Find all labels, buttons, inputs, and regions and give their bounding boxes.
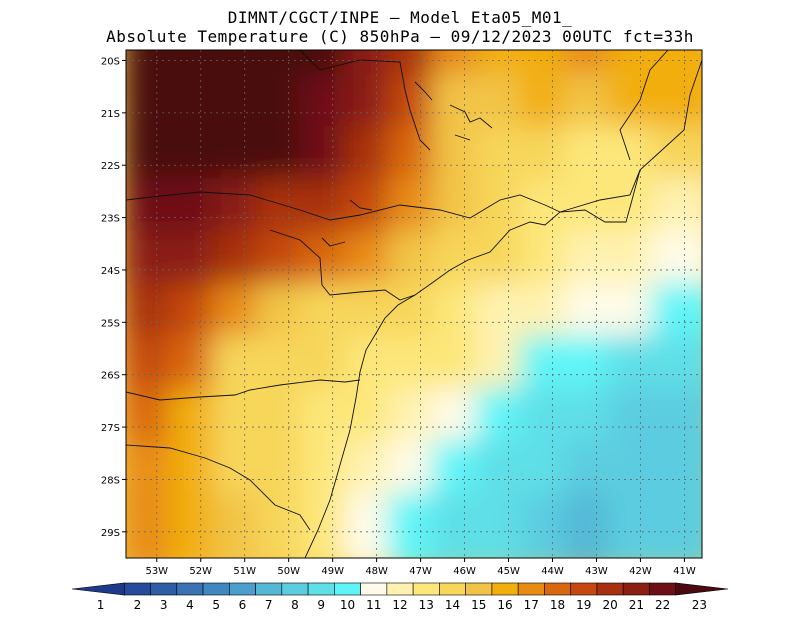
longitude-axis: 53W 52W 51W 50W 49W 48W 47W 46W 45W 44W 43W 42W 41W	[145, 558, 696, 577]
lon-tick-label: 52W	[189, 566, 212, 577]
state-border-pr-sc	[126, 379, 361, 401]
state-border-sp-pr	[269, 229, 416, 301]
colorbar-swatch	[517, 582, 545, 596]
temperature-cell	[651, 492, 702, 558]
colorbar-label: 4	[186, 598, 194, 612]
lon-tick-label: 42W	[629, 566, 652, 577]
colorbar-swatch	[176, 582, 204, 596]
coastline	[304, 59, 702, 558]
colorbar-label: 8	[291, 598, 299, 612]
colorbar-label: 1	[97, 598, 105, 612]
lat-tick-label: 25S	[101, 318, 120, 329]
colorbar-swatch	[386, 582, 414, 596]
lat-tick-label: 29S	[101, 528, 120, 539]
colorbar-swatch	[465, 582, 493, 596]
colorbar-swatch	[544, 582, 571, 596]
colorbar-swatch	[123, 582, 151, 596]
colorbar-label: 15	[471, 598, 486, 612]
lat-tick-label: 28S	[101, 475, 120, 486]
lon-tick-label: 41W	[673, 566, 696, 577]
plot-frame	[125, 49, 703, 559]
colorbar-label: 17	[524, 598, 539, 612]
colorbar-label: 21	[629, 598, 644, 612]
colorbar-swatch	[202, 582, 230, 596]
colorbar-swatch	[622, 582, 650, 596]
lat-lon-grid	[126, 50, 702, 558]
colorbar-swatch	[360, 582, 388, 596]
colorbar-label: 16	[497, 598, 512, 612]
colorbar: 1 2 3 4 5 6 7 8 9 10 11 12 13 14 15 16 17 18 19 20 21 22 23	[71, 582, 729, 612]
colorbar-swatch	[675, 582, 729, 596]
lat-tick-label: 26S	[101, 371, 120, 382]
map-title-line2: Absolute Temperature (C) 850hPa — 09/12/…	[106, 27, 694, 46]
coastline-and-borders	[126, 50, 702, 558]
state-border-mg-rj-es	[559, 50, 669, 213]
colorbar-label: 14	[445, 598, 460, 612]
lat-tick-label: 22S	[101, 161, 120, 172]
colorbar-label: 10	[340, 598, 355, 612]
reservoir	[414, 81, 493, 141]
colorbar-label: 2	[134, 598, 142, 612]
colorbar-label: 7	[265, 598, 273, 612]
lat-tick-label: 23S	[101, 214, 120, 225]
colorbar-swatch	[255, 582, 283, 596]
lon-tick-label: 45W	[497, 566, 520, 577]
colorbar-swatch	[334, 582, 361, 596]
colorbar-label: 3	[160, 598, 168, 612]
lon-tick-label: 44W	[541, 566, 564, 577]
colorbar-label: 20	[602, 598, 617, 612]
colorbar-swatch	[596, 582, 624, 596]
lat-tick-label: 21S	[101, 109, 120, 120]
colorbar-swatch	[491, 582, 519, 596]
lat-tick-label: 27S	[101, 423, 120, 434]
lon-tick-label: 50W	[277, 566, 300, 577]
colorbar-label: 6	[239, 598, 247, 612]
colorbar-label: 18	[550, 598, 565, 612]
state-border-ms	[299, 50, 431, 151]
state-border-sc-rs	[126, 444, 311, 531]
colorbar-label: 5	[212, 598, 220, 612]
colorbar-label: 12	[392, 598, 407, 612]
colorbar-label: 22	[655, 598, 670, 612]
reservoir	[321, 199, 373, 247]
lon-tick-label: 53W	[145, 566, 168, 577]
colorbar-swatch	[281, 582, 309, 596]
lat-tick-label: 20S	[101, 56, 120, 67]
colorbar-swatch	[649, 582, 677, 596]
lon-tick-label: 48W	[365, 566, 388, 577]
colorbar-swatch	[71, 582, 125, 596]
colorbar-swatch	[439, 582, 466, 596]
state-border-mg-sp	[126, 191, 561, 221]
colorbar-swatch	[229, 582, 256, 596]
lon-tick-label: 49W	[321, 566, 344, 577]
colorbar-label: 23	[692, 598, 707, 612]
colorbar-label: 13	[419, 598, 434, 612]
lon-tick-label: 43W	[585, 566, 608, 577]
colorbar-label: 11	[366, 598, 381, 612]
lon-tick-label: 47W	[409, 566, 432, 577]
colorbar-label: 19	[576, 598, 591, 612]
colorbar-swatch	[150, 582, 178, 596]
colorbar-label: 9	[317, 598, 325, 612]
map-title-line1: DIMNT/CGCT/INPE — Model Eta05_M01_	[227, 8, 573, 27]
lat-tick-label: 24S	[101, 266, 120, 277]
colorbar-swatch	[412, 582, 440, 596]
lon-tick-label: 46W	[453, 566, 476, 577]
latitude-axis: 20S 21S 22S 23S 24S 25S 26S 27S 28S 29S	[101, 56, 126, 539]
colorbar-swatch	[307, 582, 335, 596]
lon-tick-label: 51W	[233, 566, 256, 577]
colorbar-swatch	[570, 582, 598, 596]
